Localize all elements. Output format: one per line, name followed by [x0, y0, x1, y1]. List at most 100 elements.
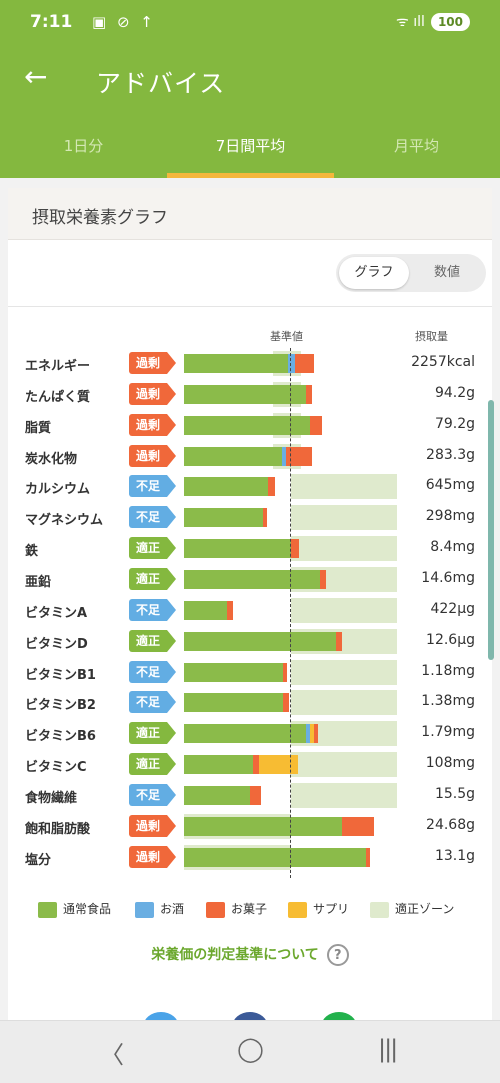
intake-bar-alcohol: [306, 724, 310, 744]
nav-back-icon[interactable]: 〈: [100, 1041, 124, 1069]
adequate-zone: [290, 752, 397, 778]
adequate-zone: [290, 505, 397, 531]
nutrient-graph-card: 摂取栄養素グラフ グラフ 数値 基準値 摂取量 エネルギー 過剰 2257kcal た…: [8, 188, 492, 1083]
tab-indicator: [167, 173, 334, 178]
nav-recents-icon[interactable]: |||: [378, 1035, 398, 1063]
nutrient-name: 脂質: [25, 420, 52, 436]
nutrient-row: マグネシウム 不足 298mg: [8, 502, 492, 533]
nutrient-name: たんぱく質: [25, 389, 91, 405]
nutrient-row: ビタミンB6 適正 1.79mg: [8, 718, 492, 749]
intake-value: 79.2g: [434, 415, 475, 432]
nutrient-row: ビタミンA 不足 422μg: [8, 595, 492, 626]
intake-bar-normal-food: [184, 662, 284, 682]
intake-bar-normal-food: [184, 415, 310, 435]
intake-value: 8.4mg: [430, 539, 475, 556]
nutrient-name: ビタミンD: [25, 636, 88, 652]
system-nav-bar: 〈 ◯ |||: [0, 1020, 500, 1083]
intake-bar-normal-food: [184, 384, 307, 404]
intake-value: 1.79mg: [421, 724, 475, 741]
nutrient-row: ビタミンD 適正 12.6μg: [8, 626, 492, 657]
intake-bar-alcohol: [281, 446, 287, 466]
intake-value: 12.6μg: [426, 631, 475, 648]
legend-item: お酒: [135, 900, 184, 918]
intake-bar-snacks: [294, 354, 314, 373]
intake-bar-normal-food: [184, 446, 282, 466]
status-time: 7:11: [30, 12, 73, 32]
nutrient-name: 亜鉛: [25, 574, 52, 590]
arrow-left-icon[interactable]: ←: [24, 60, 48, 93]
nutrient-row: カルシウム 不足 645mg: [8, 471, 492, 502]
nutrient-name: ビタミンB6: [25, 729, 96, 745]
intake-bar-normal-food: [184, 477, 269, 497]
intake-bar-snacks: [226, 600, 233, 620]
status-badge: 適正: [129, 567, 176, 590]
legend-swatch: [135, 901, 154, 918]
intake-bar-normal-food: [184, 755, 254, 775]
nutrient-row: 亜鉛 適正 14.6mg: [8, 564, 492, 595]
nutrient-name: 飽和脂肪酸: [25, 821, 91, 837]
view-toggle: グラフ 数値: [336, 254, 486, 292]
intake-bar-snacks: [268, 477, 275, 497]
card-title: 摂取栄養素グラフ: [32, 208, 168, 228]
nav-home-icon[interactable]: ◯: [237, 1035, 264, 1063]
tab-seven-day-average[interactable]: 7日間平均: [215, 137, 286, 155]
intake-bar-normal-food: [184, 724, 307, 744]
legend-item: サプリ: [288, 900, 349, 918]
intake-header: 摂取量: [415, 330, 448, 343]
intake-bar-snacks: [366, 847, 371, 867]
intake-bar-alcohol: [288, 354, 295, 373]
status-badge: 不足: [129, 506, 176, 529]
intake-bar-normal-food: [184, 508, 263, 528]
nutrient-row: 飽和脂肪酸 過剰 24.68g: [8, 811, 492, 842]
legend-item: お菓子: [206, 900, 267, 918]
adequate-zone: [290, 597, 397, 623]
toggle-graph[interactable]: グラフ: [339, 257, 409, 289]
intake-value: 13.1g: [434, 847, 475, 864]
intake-bar-normal-food: [184, 816, 342, 836]
judgement-criteria-link[interactable]: 栄養価の判定基準について?: [8, 944, 492, 966]
nutrient-name: ビタミンB1: [25, 667, 96, 683]
nutrient-name: カルシウム: [25, 482, 91, 498]
intake-value: 24.68g: [426, 816, 475, 833]
nutrient-row: ビタミンB1 不足 1.18mg: [8, 657, 492, 688]
nutrient-row: 食物繊維 不足 15.5g: [8, 780, 492, 811]
legend-swatch: [288, 901, 307, 918]
help-icon[interactable]: ?: [326, 944, 349, 966]
intake-bar-normal-food: [184, 600, 227, 620]
scrollbar[interactable]: [488, 400, 494, 660]
intake-bar-snacks: [250, 785, 261, 805]
adequate-zone: [290, 659, 397, 685]
nutrient-row: エネルギー 過剰 2257kcal: [8, 348, 492, 379]
baseline-line: [290, 348, 291, 878]
status-badge: 過剰: [129, 814, 176, 837]
tab-monthly-average[interactable]: 月平均: [393, 137, 439, 155]
intake-bar-snacks: [290, 539, 300, 559]
intake-value: 14.6mg: [421, 569, 475, 586]
intake-bar-normal-food: [184, 354, 289, 373]
intake-bar-snacks: [341, 816, 374, 836]
nutrient-row: たんぱく質 過剰 94.2g: [8, 379, 492, 410]
nutrient-row: 炭水化物 過剰 283.3g: [8, 441, 492, 472]
notification-icons: ▣ ⊘ ↑: [92, 13, 156, 31]
nutrient-name: 食物繊維: [25, 790, 78, 806]
intake-bar-snacks: [320, 569, 326, 589]
nutrient-row: 塩分 過剰 13.1g: [8, 842, 492, 873]
status-badge: 過剰: [129, 413, 176, 436]
nutrient-row: 脂質 過剰 79.2g: [8, 410, 492, 441]
intake-value: 298mg: [425, 508, 475, 525]
signal-icon: ᯤ ıll: [396, 14, 425, 30]
intake-bar-normal-food: [184, 693, 284, 713]
status-badge: 不足: [129, 660, 176, 683]
intake-value: 283.3g: [426, 446, 475, 463]
intake-value: 1.18mg: [421, 662, 475, 679]
status-badge: 適正: [129, 537, 176, 560]
intake-bar-supplement: [309, 724, 314, 744]
tab-one-day[interactable]: 1日分: [63, 137, 104, 155]
toggle-numeric[interactable]: 数値: [433, 265, 460, 280]
status-badge: 不足: [129, 783, 176, 806]
intake-value: 645mg: [425, 477, 475, 494]
nutrient-row: 鉄 適正 8.4mg: [8, 533, 492, 564]
intake-bar-normal-food: [184, 631, 337, 651]
status-badge: 適正: [129, 629, 176, 652]
intake-bar-snacks: [262, 508, 268, 528]
